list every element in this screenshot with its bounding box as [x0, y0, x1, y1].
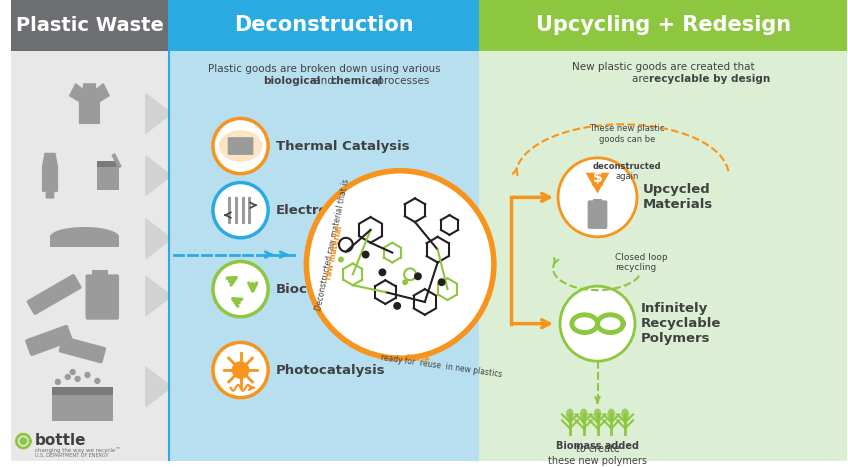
Circle shape [213, 342, 268, 398]
Polygon shape [42, 154, 58, 198]
Text: recyclable by design: recyclable by design [649, 74, 770, 84]
Circle shape [85, 373, 90, 377]
FancyBboxPatch shape [86, 274, 119, 320]
Text: changing the way we recycle™: changing the way we recycle™ [35, 447, 121, 453]
Text: Thermal Catalysis: Thermal Catalysis [276, 140, 410, 153]
FancyBboxPatch shape [25, 325, 73, 356]
Circle shape [362, 251, 370, 259]
Text: Upcycled
Materials: Upcycled Materials [643, 184, 713, 212]
Text: chemical: chemical [331, 76, 382, 86]
FancyBboxPatch shape [52, 387, 113, 395]
Text: $: $ [593, 170, 602, 184]
Text: Upcycling + Redesign: Upcycling + Redesign [536, 15, 790, 35]
FancyBboxPatch shape [170, 51, 479, 461]
Circle shape [70, 369, 75, 375]
Ellipse shape [622, 409, 629, 420]
Ellipse shape [580, 409, 588, 420]
Text: Plastic goods are broken down using various: Plastic goods are broken down using vari… [208, 64, 441, 74]
Circle shape [20, 437, 27, 445]
FancyBboxPatch shape [479, 0, 847, 51]
Text: deconstructed: deconstructed [593, 162, 661, 171]
FancyBboxPatch shape [170, 0, 479, 51]
Circle shape [402, 279, 408, 285]
Text: Closed loop
recycling: Closed loop recycling [616, 253, 668, 272]
Text: New plastic goods are created that: New plastic goods are created that [572, 62, 755, 72]
Circle shape [213, 183, 268, 238]
Text: Biomass added: Biomass added [556, 441, 639, 451]
FancyBboxPatch shape [59, 336, 106, 363]
Ellipse shape [566, 409, 574, 420]
Circle shape [306, 171, 494, 358]
Text: U.S. DEPARTMENT OF ENERGY: U.S. DEPARTMENT OF ENERGY [35, 453, 109, 459]
Circle shape [75, 376, 80, 382]
Circle shape [232, 361, 249, 379]
Polygon shape [146, 94, 171, 133]
Circle shape [213, 262, 268, 317]
FancyBboxPatch shape [228, 137, 254, 155]
Text: These new plastic
goods can be: These new plastic goods can be [589, 124, 665, 154]
FancyBboxPatch shape [10, 0, 170, 51]
FancyBboxPatch shape [479, 51, 847, 461]
Ellipse shape [50, 227, 119, 247]
Text: to create
these new polymers: to create these new polymers [548, 444, 647, 466]
Text: biological: biological [263, 76, 321, 86]
FancyBboxPatch shape [588, 200, 607, 229]
Text: and: and [310, 76, 337, 86]
Text: Photocatalysis: Photocatalysis [276, 363, 386, 376]
Text: Biocatalysis: Biocatalysis [276, 283, 365, 296]
Circle shape [558, 158, 637, 237]
Circle shape [378, 269, 387, 276]
Circle shape [414, 272, 421, 280]
Circle shape [65, 375, 70, 379]
Text: Deconstruction: Deconstruction [235, 15, 414, 35]
FancyBboxPatch shape [50, 237, 119, 247]
Circle shape [338, 256, 344, 262]
FancyBboxPatch shape [98, 161, 119, 167]
Text: again: again [616, 171, 639, 181]
Circle shape [55, 379, 60, 384]
FancyBboxPatch shape [10, 51, 170, 461]
FancyBboxPatch shape [98, 161, 119, 191]
FancyBboxPatch shape [52, 387, 113, 421]
FancyBboxPatch shape [92, 270, 109, 280]
Text: ready for  reuse  in new plastics: ready for reuse in new plastics [381, 353, 503, 379]
Polygon shape [146, 276, 171, 316]
FancyBboxPatch shape [593, 199, 602, 205]
Circle shape [213, 119, 268, 174]
Polygon shape [146, 367, 171, 407]
Polygon shape [146, 156, 171, 195]
Text: are: are [632, 74, 652, 84]
Circle shape [438, 278, 445, 286]
Polygon shape [146, 219, 171, 259]
Ellipse shape [607, 409, 616, 420]
FancyArrowPatch shape [594, 177, 601, 184]
Text: Deconstructed raw material that is: Deconstructed raw material that is [315, 178, 351, 311]
Circle shape [95, 378, 100, 383]
Text: Electrocatalysis: Electrocatalysis [276, 204, 394, 217]
Text: bottle: bottle [35, 432, 86, 447]
Ellipse shape [219, 130, 262, 162]
Text: processes: processes [374, 76, 429, 86]
Polygon shape [70, 84, 109, 123]
Circle shape [393, 302, 401, 310]
Text: Infinitely
Recyclable
Polymers: Infinitely Recyclable Polymers [641, 302, 722, 345]
Circle shape [560, 286, 635, 361]
Text: raw material: raw material [324, 225, 344, 280]
Ellipse shape [594, 409, 601, 420]
FancyBboxPatch shape [26, 274, 81, 315]
Text: reuse: reuse [405, 352, 430, 365]
Text: Plastic Waste: Plastic Waste [16, 16, 164, 35]
